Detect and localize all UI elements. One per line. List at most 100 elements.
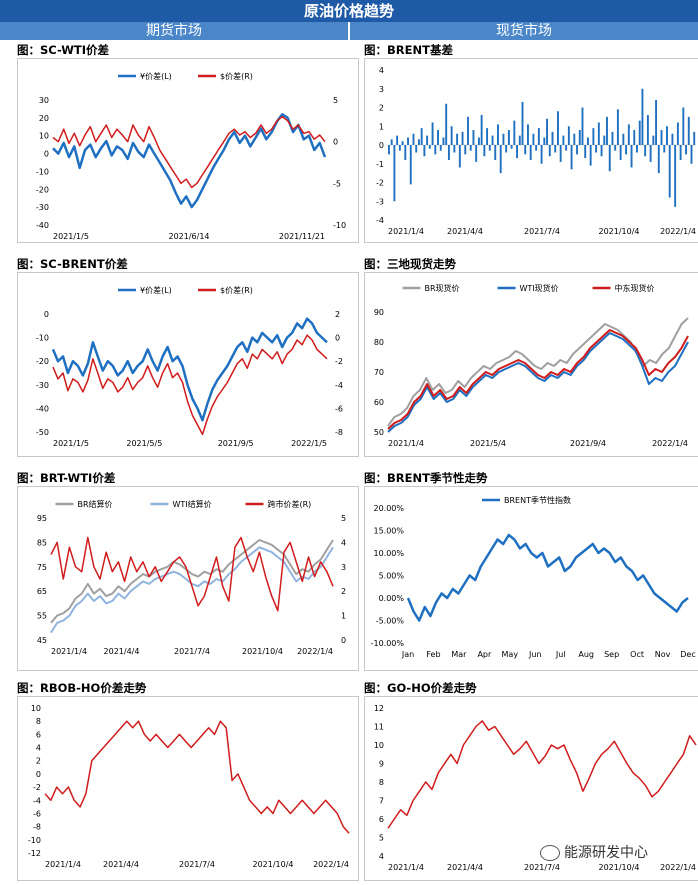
- y-tick-label: -1: [376, 160, 384, 169]
- chart-svg: 30 20 10 0 -10 -20 -30 -40 5 0 -5 -10 2021/1/5 2021/6…: [36, 71, 346, 241]
- x-tick-label: 2021/1/4: [388, 227, 424, 236]
- bar: [412, 133, 415, 145]
- bar: [467, 116, 469, 145]
- legend-label: BR现货价: [425, 283, 460, 293]
- bar: [625, 145, 628, 155]
- y-tick-label: 10.00%: [373, 549, 404, 558]
- bar: [488, 145, 491, 151]
- bar: [603, 135, 606, 145]
- x-tick-label: 2021/10/4: [242, 647, 283, 656]
- series-line: [387, 317, 689, 427]
- x-tick-label: Jun: [528, 650, 542, 659]
- x-tick-label: 2022/1/4: [660, 227, 696, 236]
- bar: [491, 135, 494, 145]
- y-tick-label: 60: [374, 398, 384, 407]
- x-tick-label: Feb: [426, 650, 440, 659]
- chart-svg: 20.00% 15.00% 10.00% 5.00% 0.00% -5.00% -10.00…: [371, 495, 696, 659]
- bar: [578, 130, 581, 145]
- y-tick-label: 4: [379, 852, 384, 861]
- chart-title: 图：GO-HO价差走势: [364, 681, 477, 695]
- sc-brent-panel: 图：SC-BRENT价差 0 -10 -20 -30 -40 -50 2 0 -2 -4 -6 -8 20…: [15, 254, 361, 461]
- y-tick-label: 95: [37, 514, 47, 523]
- bar: [404, 145, 407, 160]
- bar: [417, 139, 420, 145]
- y2-tick-label: 4: [341, 538, 346, 547]
- x-tick-label: 2021/1/4: [45, 860, 81, 869]
- y2-tick-label: 3: [341, 563, 346, 572]
- bar: [445, 103, 448, 145]
- bar: [556, 111, 559, 145]
- bar: [546, 118, 548, 145]
- bar: [652, 135, 655, 145]
- bar: [439, 145, 442, 151]
- bar: [483, 145, 486, 157]
- y2-tick-label: 0: [341, 636, 346, 645]
- y-tick-label: -40: [36, 404, 49, 413]
- y-tick-label: -20: [36, 185, 49, 194]
- brent-season-panel: 图：BRENT季节性走势 20.00% 15.00% 10.00% 5.00% 0.00%…: [362, 468, 698, 675]
- y2-tick-label: 2: [341, 587, 346, 596]
- y-tick-label: -10: [36, 334, 49, 343]
- y-tick-label: 75: [37, 563, 47, 572]
- bar: [565, 145, 568, 151]
- bar: [655, 100, 658, 145]
- y-tick-label: -8: [33, 823, 41, 832]
- y-tick-label: 6: [36, 730, 41, 739]
- bar: [529, 145, 532, 160]
- y-tick-label: -4: [376, 216, 384, 225]
- y-tick-label: -10.00%: [371, 639, 405, 648]
- brent-basis-panel: 图：BRENT基差 4 3 2 1 0 -1 -2 -3 -4 2021/1/4 2021/4/4 20…: [362, 40, 698, 247]
- bar: [458, 145, 461, 168]
- y-tick-label: 0: [44, 310, 49, 319]
- y2-tick-label: 5: [341, 514, 346, 523]
- y-tick-label: 45: [37, 636, 47, 645]
- y-tick-label: -10: [28, 836, 41, 845]
- bar: [611, 131, 614, 145]
- y2-tick-label: 0: [333, 138, 338, 147]
- bar: [573, 133, 576, 145]
- legend-label: ¥价差(L): [140, 285, 172, 295]
- y-tick-label: 2: [36, 757, 41, 766]
- y-tick-label: 10: [31, 704, 41, 713]
- chart-title: 图：RBOB-HO价差走势: [17, 681, 147, 695]
- y-tick-label: 20: [39, 114, 49, 123]
- bar: [687, 116, 690, 145]
- chart-title: 图：BRENT基差: [364, 43, 453, 57]
- bar: [671, 133, 674, 145]
- bar: [636, 145, 638, 153]
- bar: [513, 120, 516, 145]
- x-tick-label: 2021/1/5: [53, 232, 89, 241]
- chart-title: 图：三地现货走势: [364, 257, 456, 271]
- bar: [428, 145, 431, 149]
- bar: [469, 145, 472, 151]
- y-tick-label: 0.00%: [379, 594, 405, 603]
- bar: [690, 145, 693, 164]
- watermark: 能源研发中心: [540, 842, 648, 862]
- legend-label: $价差(R): [220, 285, 253, 295]
- bar: [390, 139, 393, 145]
- y-tick-label: 5.00%: [379, 572, 405, 581]
- x-tick-label: 2021/1/5: [53, 439, 89, 448]
- bar: [516, 145, 519, 159]
- series-line: [51, 317, 328, 422]
- bar: [505, 145, 508, 153]
- bar: [434, 145, 437, 155]
- x-tick-label: Apr: [477, 650, 492, 659]
- chart-svg: 90 80 70 60 50 2021/1/4 2021/5/4 2021/9/4 2022/1…: [374, 283, 689, 448]
- series-line: [387, 329, 689, 430]
- y-tick-label: 2: [379, 104, 384, 113]
- bar: [619, 145, 622, 160]
- bar: [461, 131, 464, 145]
- y-tick-label: 65: [37, 587, 47, 596]
- bar: [657, 145, 660, 174]
- chart-svg: 4 3 2 1 0 -1 -2 -3 -4 2021/1/4 2021/4/4 2021/7/4 202…: [376, 66, 696, 236]
- bar: [524, 145, 527, 155]
- y-tick-label: 8: [36, 717, 41, 726]
- bar: [499, 145, 502, 174]
- x-tick-label: 2021/5/5: [126, 439, 162, 448]
- y2-tick-label: -6: [335, 404, 343, 413]
- y-tick-label: -40: [36, 221, 49, 230]
- y-tick-label: 15.00%: [373, 527, 404, 536]
- x-tick-label: 2021/1/4: [388, 439, 424, 448]
- chart-svg: 95 85 75 65 55 45 5 4 3 2 1 0 2021/1/4 2021/4/4 2021/7…: [37, 499, 346, 656]
